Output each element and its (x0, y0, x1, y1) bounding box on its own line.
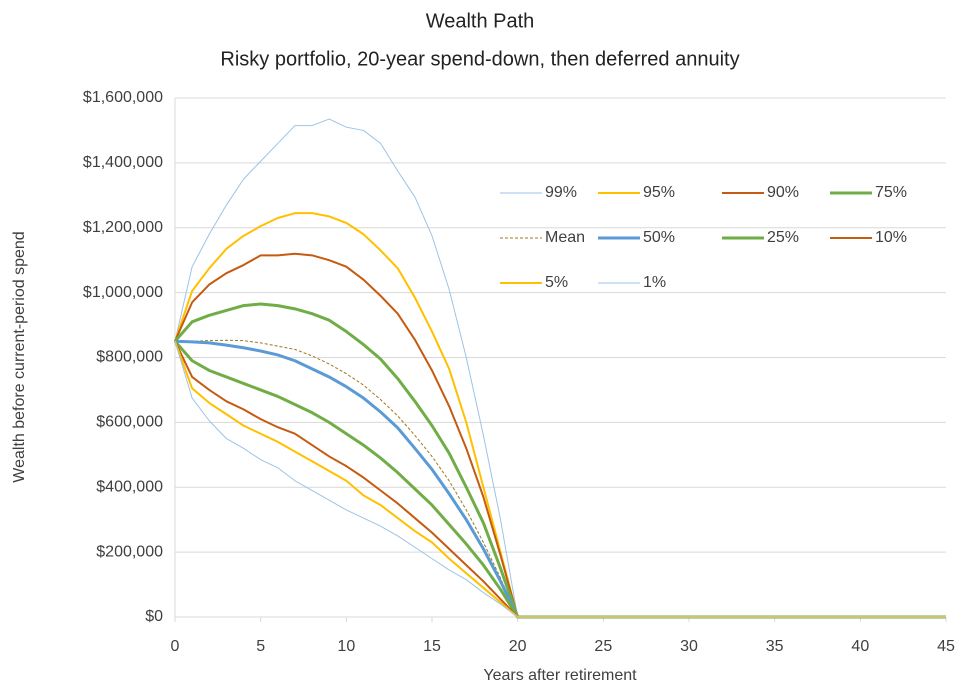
x-tick-label: 30 (680, 638, 698, 655)
x-axis-label: Years after retirement (483, 667, 637, 684)
x-tick-label: 35 (766, 638, 784, 655)
series-line (174, 340, 946, 618)
series-line (174, 252, 946, 618)
y-tick-label: $1,200,000 (83, 219, 163, 236)
legend-label: 50% (643, 229, 675, 246)
series-line (174, 118, 946, 618)
y-tick-label: $600,000 (96, 414, 163, 431)
series-line (173, 340, 946, 619)
legend-label: 90% (767, 184, 799, 201)
legend-label: 25% (767, 229, 799, 246)
series-line (174, 340, 946, 618)
series-line (174, 341, 946, 618)
x-tick-label: 10 (337, 638, 355, 655)
x-tick-label: 15 (423, 638, 441, 655)
y-tick-label: $200,000 (96, 543, 163, 560)
x-tick-label: 0 (171, 638, 180, 655)
x-tick-label: 40 (851, 638, 869, 655)
chart-title: Wealth Path (426, 10, 535, 32)
y-tick-label: $0 (145, 608, 163, 625)
x-tick-label: 5 (256, 638, 265, 655)
legend-label: 95% (643, 184, 675, 201)
legend-label: 5% (545, 274, 568, 291)
legend-label: 75% (875, 184, 907, 201)
y-tick-label: $1,600,000 (83, 89, 163, 106)
y-axis-label: Wealth before current-period spend (11, 231, 28, 482)
y-tick-label: $400,000 (96, 478, 163, 495)
series-line (175, 339, 946, 618)
legend-label: 1% (643, 274, 666, 291)
chart-subtitle: Risky portfolio, 20-year spend-down, the… (220, 48, 739, 70)
series-line (174, 212, 946, 618)
x-tick-label: 20 (509, 638, 527, 655)
legend-label: 99% (545, 184, 577, 201)
y-tick-label: $800,000 (96, 349, 163, 366)
x-tick-label: 25 (594, 638, 612, 655)
series-line (173, 302, 946, 619)
y-tick-label: $1,400,000 (83, 154, 163, 171)
x-tick-label: 45 (937, 638, 955, 655)
legend-label: Mean (545, 229, 585, 246)
legend-label: 10% (875, 229, 907, 246)
series-line (174, 339, 946, 619)
y-tick-label: $1,000,000 (83, 284, 163, 301)
